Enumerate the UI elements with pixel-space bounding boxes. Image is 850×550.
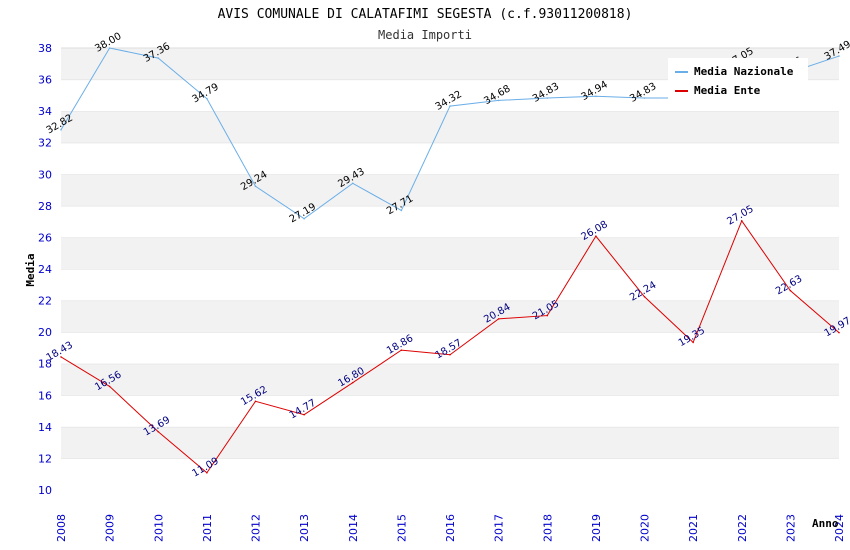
data-point [740,220,743,222]
data-point [595,235,597,237]
x-tick-label: 2021 [687,514,700,542]
grid-band [61,458,839,490]
data-point [351,381,354,384]
data-point [546,97,549,99]
data-point [108,385,111,388]
grid-band [61,174,839,206]
data-point [351,182,354,185]
y-tick-label: 28 [38,200,52,213]
data-point [60,356,62,358]
y-axis-ticks: 10 12 14 16 18 20 22 24 26 28 30 32 34 36 38 [38,42,52,497]
data-point [254,185,257,188]
data-point [108,47,111,49]
y-tick-label: 18 [38,358,52,371]
legend-box [668,58,808,104]
data-point [400,349,403,351]
x-tick-label: 2016 [444,514,457,542]
y-tick-label: 36 [38,74,52,87]
data-point [303,217,305,220]
grid-band [61,205,839,238]
x-tick-label: 2012 [250,514,263,542]
legend-label-ente: Media Ente [694,84,761,97]
y-tick-label: 20 [38,326,52,339]
y-tick-label: 34 [38,105,52,118]
data-point [595,95,597,98]
data-point [449,105,451,107]
y-tick-label: 22 [38,295,52,308]
y-axis-title: Media [24,253,37,286]
grid-band [61,426,839,459]
data-point [449,353,451,356]
data-point [206,471,208,474]
data-point [546,314,549,317]
data-point [60,128,62,131]
y-tick-label: 30 [38,168,52,181]
data-point [789,289,792,292]
x-tick-label: 2009 [104,514,117,542]
grid-band [61,142,839,175]
x-axis-title: Anno [812,517,839,530]
x-tick-label: 2008 [55,514,68,542]
data-point [303,413,305,416]
data-point [497,99,500,102]
grid-band [61,269,839,301]
y-tick-label: 14 [38,421,52,434]
data-point [692,341,694,344]
grid-band [61,332,839,364]
data-point [643,295,646,298]
y-tick-label: 16 [38,389,52,402]
grid-band [61,111,839,143]
data-point [400,209,403,212]
data-point [838,55,840,57]
grid-band [61,363,839,396]
x-tick-label: 2018 [541,514,554,542]
data-point [157,430,160,433]
x-tick-label: 2017 [493,514,506,542]
data-point [838,331,840,334]
x-tick-label: 2011 [201,514,214,542]
x-tick-label: 2010 [152,514,165,542]
data-point [206,97,208,100]
grid-band [61,300,839,333]
y-tick-label: 24 [38,263,52,276]
y-tick-label: 26 [38,231,52,244]
y-tick-label: 32 [38,137,52,150]
x-tick-label: 2014 [347,514,360,542]
data-point [497,318,500,320]
x-axis-ticks: 2008 2009 2010 2011 2012 2013 2014 2015 2016 2017… [55,514,846,542]
x-tick-label: 2013 [298,514,311,542]
y-tick-label: 38 [38,42,52,55]
legend: Media Nazionale Media Ente [668,58,808,104]
data-point [254,400,257,403]
y-tick-label: 12 [38,452,52,465]
x-tick-label: 2015 [395,514,408,542]
grid-band [61,237,839,269]
grid-band [61,395,839,427]
data-point [643,97,646,99]
x-tick-label: 2020 [639,514,652,542]
x-tick-label: 2022 [736,514,749,542]
legend-label-nazionale: Media Nazionale [694,65,794,78]
x-tick-label: 2023 [784,514,797,542]
y-tick-label: 10 [38,484,52,497]
x-tick-label: 2024 [833,514,846,542]
x-tick-label: 2019 [590,514,603,542]
data-point [157,57,160,59]
chart-subtitle: Media Importi [378,28,472,42]
chart-title: AVIS COMUNALE DI CALATAFIMI SEGESTA (c.f… [218,7,633,22]
